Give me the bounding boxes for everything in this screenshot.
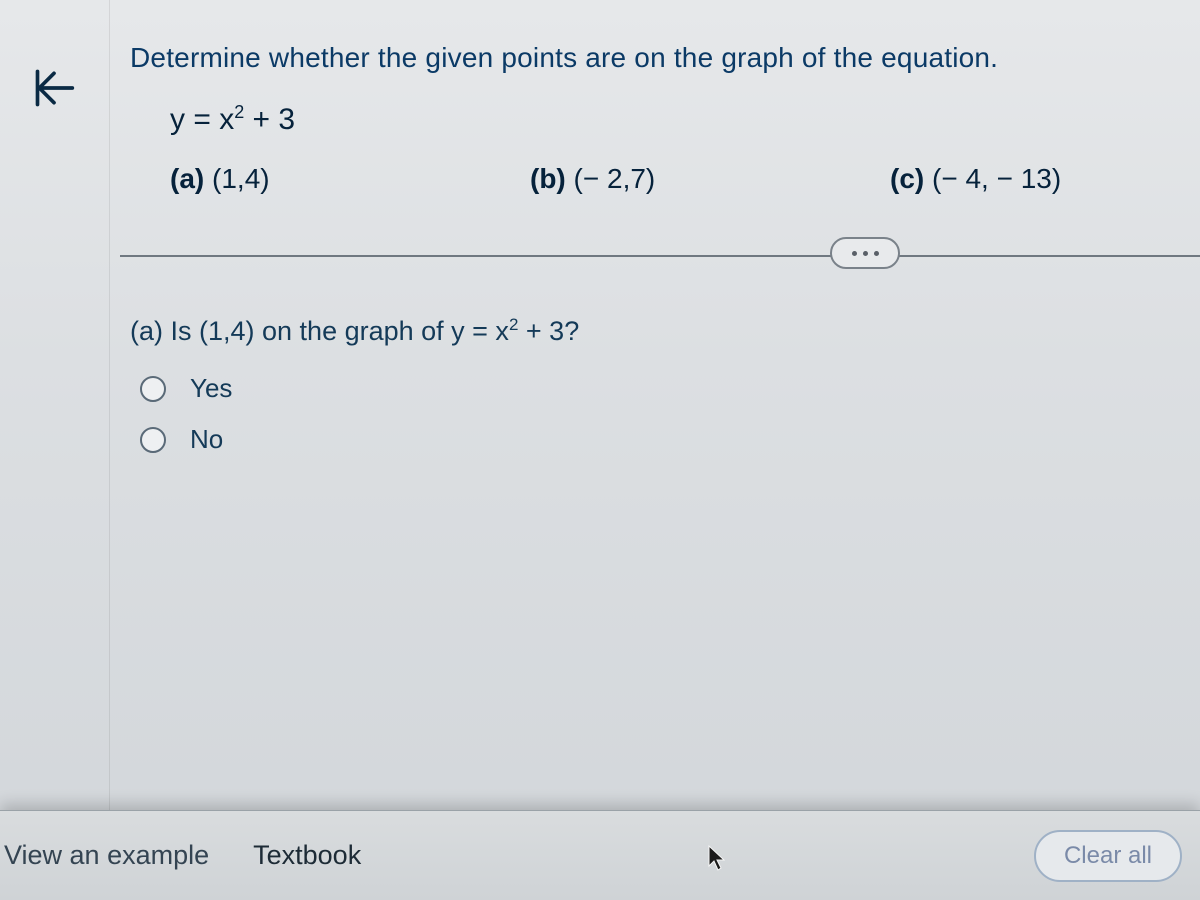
back-button[interactable] [24, 58, 84, 118]
instruction-text: Determine whether the given points are o… [130, 42, 1200, 74]
back-arrow-icon [32, 66, 76, 110]
radio-icon [140, 427, 166, 453]
textbook-link[interactable]: Textbook [253, 840, 361, 871]
point-c-label: (c) [890, 163, 924, 194]
equation-tail: + 3 [244, 103, 295, 136]
question-content: Determine whether the given points are o… [130, 0, 1200, 810]
section-divider [120, 255, 1200, 257]
subq-exp: 2 [509, 315, 518, 334]
more-options-pill[interactable] [830, 237, 900, 269]
equation-text: y = x2 + 3 [170, 102, 1200, 137]
point-a: (a) (1,4) [170, 163, 530, 195]
option-no[interactable]: No [140, 424, 1200, 455]
point-c: (c) (− 4, − 13) [890, 163, 1061, 195]
question-screen: Determine whether the given points are o… [0, 0, 1200, 900]
option-yes[interactable]: Yes [140, 373, 1200, 404]
point-b-label: (b) [530, 163, 566, 194]
left-rail [0, 0, 110, 900]
answer-options: Yes No [140, 373, 1200, 455]
view-example-link[interactable]: View an example [0, 840, 209, 871]
option-no-label: No [190, 424, 223, 455]
equation-base: x [219, 103, 234, 136]
subq-prefix: (a) Is (1,4) on the graph of y = x [130, 316, 509, 346]
bottom-toolbar: View an example Textbook Clear all [0, 810, 1200, 900]
option-yes-label: Yes [190, 373, 232, 404]
point-a-label: (a) [170, 163, 204, 194]
point-b: (b) (− 2,7) [530, 163, 890, 195]
points-row: (a) (1,4) (b) (− 2,7) (c) (− 4, − 13) [170, 163, 1200, 195]
clear-all-button[interactable]: Clear all [1034, 830, 1182, 882]
dot-icon [852, 251, 857, 256]
radio-icon [140, 376, 166, 402]
subq-suffix: + 3? [518, 316, 579, 346]
point-a-value: (1,4) [212, 163, 270, 194]
equation-eq: = [185, 103, 219, 136]
equation-lhs: y [170, 103, 185, 136]
point-c-value: (− 4, − 13) [932, 163, 1061, 194]
dot-icon [863, 251, 868, 256]
dot-icon [874, 251, 879, 256]
equation-exp: 2 [234, 102, 244, 122]
point-b-value: (− 2,7) [574, 163, 656, 194]
subquestion-text: (a) Is (1,4) on the graph of y = x2 + 3? [130, 315, 1200, 347]
divider-wrap [130, 255, 1200, 257]
